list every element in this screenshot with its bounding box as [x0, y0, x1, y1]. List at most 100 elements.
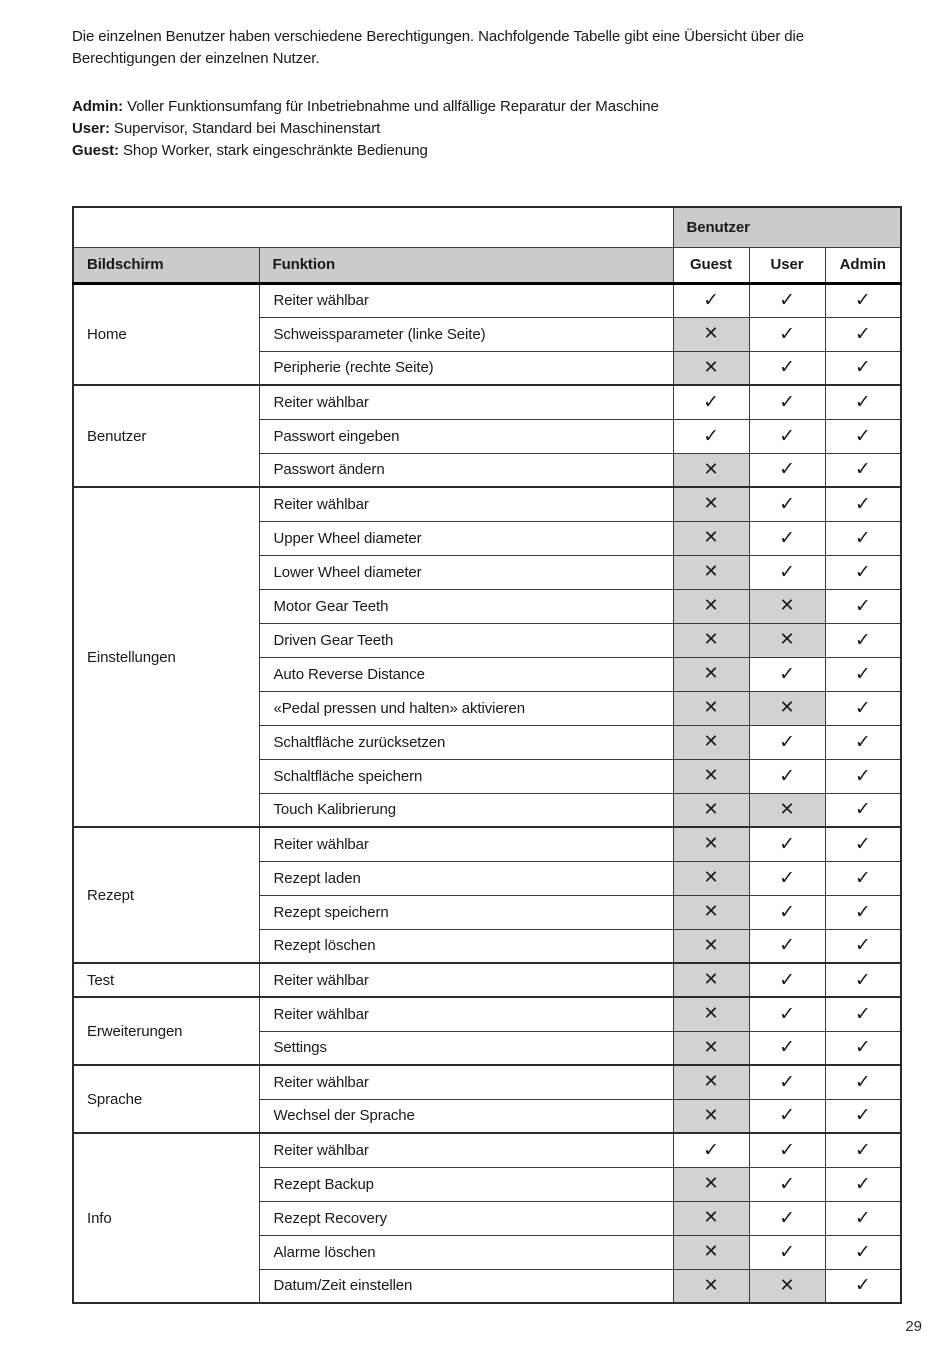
check-icon: ✓ — [824, 758, 902, 794]
check-icon: ✓ — [824, 622, 902, 658]
table-row: Passwort ändern ✕ ✓ ✓ — [73, 452, 902, 488]
check-icon: ✓ — [824, 554, 902, 590]
funktion-cell: Passwort ändern — [258, 452, 674, 488]
funktion-cell: Alarme löschen — [258, 1234, 674, 1270]
role-desc-guest: Shop Worker, stark eingeschränkte Bedien… — [118, 142, 428, 159]
funktion-cell: Rezept speichern — [258, 894, 674, 930]
cross-icon: ✕ — [672, 928, 750, 964]
role-desc-admin: Voller Funktionsumfang für Inbetriebnahm… — [123, 98, 659, 115]
funktion-cell: Reiter wählbar — [258, 826, 674, 862]
funktion-cell: Rezept Backup — [258, 1166, 674, 1202]
table-row: Alarme löschen ✕ ✓ ✓ — [73, 1234, 902, 1270]
table-row: Motor Gear Teeth ✕ ✕ ✓ — [73, 588, 902, 624]
cross-icon: ✕ — [672, 690, 750, 726]
funktion-cell: Settings — [258, 1030, 674, 1066]
funktion-cell: Reiter wählbar — [258, 486, 674, 522]
funktion-cell: Reiter wählbar — [258, 1064, 674, 1100]
role-line-admin: Admin: Voller Funktionsumfang für Inbetr… — [72, 96, 898, 118]
check-icon: ✓ — [748, 894, 826, 930]
check-icon: ✓ — [748, 1064, 826, 1100]
check-icon: ✓ — [748, 928, 826, 964]
funktion-cell: Schaltfläche zurücksetzen — [258, 724, 674, 760]
check-icon: ✓ — [748, 1234, 826, 1270]
check-icon: ✓ — [824, 894, 902, 930]
header-guest: Guest — [672, 246, 750, 285]
header-bildschirm: Bildschirm — [72, 246, 260, 285]
cross-icon: ✕ — [672, 894, 750, 930]
intro-paragraph: Die einzelnen Benutzer haben verschieden… — [72, 28, 805, 67]
check-icon: ✓ — [748, 452, 826, 488]
cross-icon: ✕ — [672, 656, 750, 692]
check-icon: ✓ — [748, 520, 826, 556]
screen-cell: Sprache — [72, 1064, 260, 1134]
table-row: Rezept Reiter wählbar ✕ ✓ ✓ — [72, 826, 902, 964]
funktion-cell: Motor Gear Teeth — [258, 588, 674, 624]
cross-icon: ✕ — [672, 486, 750, 522]
table-row: Rezept Backup ✕ ✓ ✓ — [73, 1166, 902, 1202]
funktion-cell: Reiter wählbar — [258, 1132, 674, 1168]
cross-icon: ✕ — [672, 350, 750, 386]
cross-icon: ✕ — [672, 588, 750, 624]
check-icon: ✓ — [824, 520, 902, 556]
table-row: Erweiterungen Reiter wählbar ✕ ✓ ✓ — [72, 996, 902, 1066]
check-icon: ✓ — [824, 690, 902, 726]
cross-icon: ✕ — [672, 1030, 750, 1066]
check-icon: ✓ — [824, 996, 902, 1032]
header-user: User — [748, 246, 826, 285]
screen-cell: Test — [72, 962, 260, 998]
table-row: Passwort eingeben ✓ ✓ ✓ — [73, 418, 902, 454]
page-content: Die einzelnen Benutzer haben verschieden… — [72, 26, 903, 1304]
funktion-cell: Peripherie (rechte Seite) — [258, 350, 674, 386]
table-row: Settings ✕ ✓ ✓ — [73, 1030, 902, 1066]
table-row: Info Reiter wählbar ✓ ✓ ✓ — [72, 1132, 902, 1304]
table-row: Touch Kalibrierung ✕ ✕ ✓ — [73, 792, 902, 828]
check-icon: ✓ — [824, 350, 902, 386]
cross-icon: ✕ — [672, 1166, 750, 1202]
funktion-cell: Rezept Recovery — [258, 1200, 674, 1236]
check-icon: ✓ — [748, 486, 826, 522]
screen-cell: Einstellungen — [72, 486, 260, 828]
funktion-cell: Schaltfläche speichern — [258, 758, 674, 794]
permissions-table-body: Home Reiter wählbar ✓ ✓ ✓ Schweissparameter (… — [72, 282, 902, 1304]
screen-cell: Rezept — [72, 826, 260, 964]
cross-icon: ✕ — [672, 554, 750, 590]
table-row: Rezept laden ✕ ✓ ✓ — [73, 860, 902, 896]
check-icon: ✓ — [824, 826, 902, 862]
table-row: Test Reiter wählbar ✕ ✓ ✓ — [72, 962, 902, 998]
check-icon: ✓ — [824, 860, 902, 896]
cross-icon: ✕ — [672, 962, 750, 998]
check-icon: ✓ — [824, 1234, 902, 1270]
header-empty-cell — [72, 206, 674, 248]
funktion-cell: Driven Gear Teeth — [258, 622, 674, 658]
cross-icon: ✕ — [748, 1268, 826, 1304]
header-funktion: Funktion — [258, 246, 674, 285]
role-descriptions: Admin: Voller Funktionsumfang für Inbetr… — [72, 96, 898, 162]
check-icon: ✓ — [748, 1132, 826, 1168]
role-name-admin: Admin: — [72, 98, 124, 115]
table-row: Sprache Reiter wählbar ✕ ✓ ✓ — [72, 1064, 902, 1134]
funktion-cell: Reiter wählbar — [258, 384, 674, 420]
cross-icon: ✕ — [748, 588, 826, 624]
check-icon: ✓ — [672, 282, 750, 318]
permissions-table: Benutzer Bildschirm Funktion Guest User … — [72, 206, 903, 1304]
funktion-cell: Reiter wählbar — [258, 282, 674, 318]
funktion-cell: Wechsel der Sprache — [258, 1098, 674, 1134]
check-icon: ✓ — [824, 656, 902, 692]
cross-icon: ✕ — [672, 452, 750, 488]
check-icon: ✓ — [824, 588, 902, 624]
cross-icon: ✕ — [672, 1268, 750, 1304]
check-icon: ✓ — [824, 486, 902, 522]
check-icon: ✓ — [748, 758, 826, 794]
funktion-cell: Upper Wheel diameter — [258, 520, 674, 556]
table-row: Peripherie (rechte Seite) ✕ ✓ ✓ — [73, 350, 902, 386]
check-icon: ✓ — [748, 350, 826, 386]
role-line-guest: Guest: Shop Worker, stark eingeschränkte… — [72, 140, 898, 162]
cross-icon: ✕ — [672, 316, 750, 352]
check-icon: ✓ — [748, 1166, 826, 1202]
check-icon: ✓ — [824, 418, 902, 454]
table-row: Rezept speichern ✕ ✓ ✓ — [73, 894, 902, 930]
table-row: Rezept Recovery ✕ ✓ ✓ — [73, 1200, 902, 1236]
table-row: Schweissparameter (linke Seite) ✕ ✓ ✓ — [73, 316, 902, 352]
cross-icon: ✕ — [672, 792, 750, 828]
